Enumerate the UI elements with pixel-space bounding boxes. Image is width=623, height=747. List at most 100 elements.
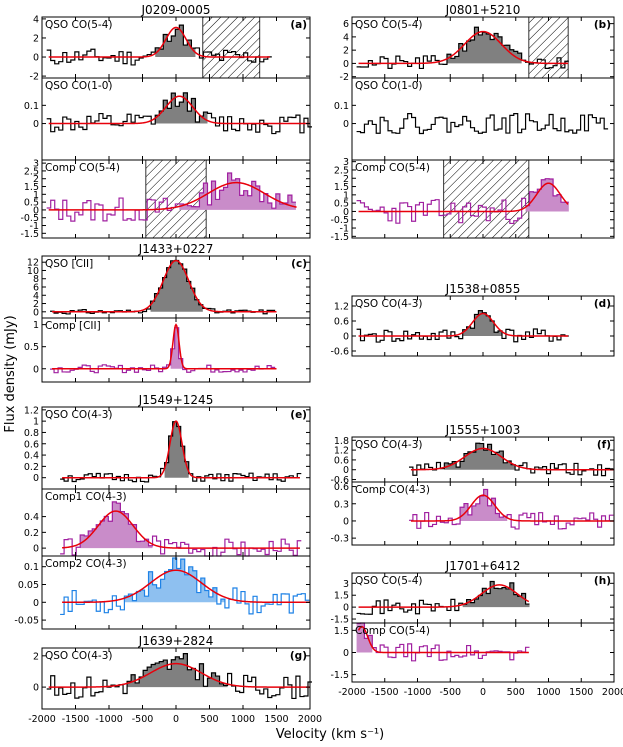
y-tick-label: 1: [33, 320, 39, 331]
gaussian-fit: [62, 569, 310, 604]
x-tick-label: 500: [200, 714, 218, 725]
y-tick-label: 1.2: [334, 446, 349, 457]
spectrum-comp: [46, 172, 296, 222]
y-tick-label: 0: [343, 516, 349, 527]
panel-tag: (g): [290, 650, 307, 662]
panel-b3: -1.5-1-0.500.511.522.53 Comp CO(5-4): [330, 157, 615, 243]
y-tick-label: 2: [343, 174, 349, 185]
panel-b2: 0 0.1 QSO CO(1-0): [334, 77, 615, 161]
y-tick-label: 2: [33, 33, 39, 44]
x-tick-label: -500: [439, 687, 461, 698]
y-tick-label: 0: [343, 332, 349, 343]
line-label: QSO CO(5-4): [355, 575, 422, 587]
y-tick-label: 0: [343, 465, 349, 476]
line-label: Comp [CII]: [45, 320, 101, 332]
y-tick-label: 1.2: [24, 405, 39, 416]
gaussian-fit: [62, 420, 300, 479]
y-tick-label: -0.05: [14, 616, 39, 627]
y-tick-label: 6: [33, 283, 39, 294]
x-tick-label: 1000: [231, 714, 255, 725]
object-title: J1701+6412: [445, 559, 521, 573]
line-label: QSO [CII]: [45, 258, 93, 270]
y-tick-label: 2: [343, 46, 349, 57]
y-tick-label: 1.5: [24, 182, 39, 193]
object-title: J1639+2824: [138, 634, 214, 648]
y-tick-label: -0.5: [20, 213, 39, 224]
y-tick-label: 0.4: [24, 451, 39, 462]
y-tick-label: 0: [343, 59, 349, 70]
y-tick-label: 4: [33, 291, 39, 302]
gaussian-fit: [48, 181, 297, 211]
line-label: QSO CO(5-4): [45, 19, 112, 31]
masked-region: [202, 16, 261, 79]
line-fill: [525, 178, 569, 212]
x-tick-label: 1000: [536, 687, 560, 698]
y-tick-label: 3: [33, 159, 39, 170]
y-tick-label: 1.5: [334, 182, 349, 193]
y-tick-label: 0.2: [24, 462, 39, 473]
y-tick-label: 1.8: [334, 436, 349, 447]
gaussian-fit: [52, 323, 277, 370]
y-tick-label: -0.6: [330, 475, 349, 486]
gaussian-fit: [48, 26, 270, 58]
spectrum-comp: [50, 327, 276, 374]
y-tick-label: 0: [33, 364, 39, 375]
x-tick-label: -500: [132, 714, 154, 725]
gaussian-fit: [358, 30, 569, 65]
y-tick-label: 4: [33, 14, 39, 25]
line-fill: [123, 653, 228, 688]
y-tick-label: 0.5: [24, 342, 39, 353]
panel-tag: (h): [594, 575, 611, 587]
object-title: J1555+1003: [445, 423, 521, 437]
y-tick-label: 10: [27, 266, 39, 277]
panel-f2: -0.3 0 0.3 0.6 Comp CO(4-3): [330, 481, 615, 546]
y-tick-label: 0: [33, 473, 39, 484]
panel-e1: 00.20.40.60.811.2 QSO CO(4-3) J1549+1245 (e…: [24, 393, 311, 490]
y-tick-label: 2: [33, 174, 39, 185]
gaussian-fit: [357, 625, 529, 654]
x-tick-label: 2000: [298, 714, 322, 725]
y-tick-label: 2.5: [24, 166, 39, 177]
object-title: J0209-0005: [141, 3, 211, 17]
y-tick-label: 0: [33, 205, 39, 216]
y-tick-label: 2.5: [334, 165, 349, 176]
gaussian-fit: [410, 447, 614, 471]
y-tick-label: 8: [33, 274, 39, 285]
panel-a3: -1.5-1-0.500.511.522.53 Comp CO(5-4): [20, 159, 311, 240]
y-tick-label: -1.5: [330, 232, 349, 243]
panel-tag: (a): [290, 19, 307, 31]
panel-g1: 0 2 -2000 -1500 -1000 -500 0 500 1000 1500 2000 QSO…: [28, 634, 322, 725]
line-fill: [444, 443, 520, 470]
gaussian-fit: [358, 312, 569, 337]
panel-tag: (d): [594, 298, 611, 310]
panel-tag: (b): [594, 19, 611, 31]
y-tick-label: 0: [343, 207, 349, 218]
gaussian-fit: [410, 494, 614, 522]
panel-e3: -0.05 0 0.05 0.1 Comp2 CO(4-3): [14, 555, 311, 630]
x-tick-label: -1500: [62, 714, 90, 725]
y-tick-label: -2: [30, 72, 39, 83]
object-title: J0801+5210: [445, 3, 521, 17]
y-tick-label: 0.4: [24, 512, 39, 523]
y-tick-label: 12: [27, 258, 39, 269]
y-tick-label: 1: [33, 190, 39, 201]
y-tick-label: 0.8: [24, 428, 39, 439]
y-tick-label: 0: [33, 53, 39, 64]
y-tick-label: 0.5: [24, 198, 39, 209]
x-tick-label: 2000: [602, 687, 623, 698]
line-fill: [80, 501, 153, 549]
spectrum-qso: [46, 653, 313, 700]
y-tick-label: 1.5: [334, 626, 349, 637]
y-tick-label: -1: [340, 224, 349, 235]
panel-e2: 0 0.2 0.4 Comp1 CO(4-3): [24, 488, 311, 557]
line-label: QSO CO(4-3): [355, 439, 422, 451]
y-tick-label: -1: [30, 221, 39, 232]
panel-h1: -1.501.53 QSO CO(5-4) J1701+6412 (h): [330, 559, 615, 626]
spectrum-qso: [46, 92, 313, 135]
line-fill: [150, 260, 203, 312]
panel-a1: -2 0 2 4 QSO CO(5-4) J0209-0005 (a): [30, 3, 311, 83]
masked-region: [145, 159, 207, 239]
y-tick-label: 3: [343, 157, 349, 168]
